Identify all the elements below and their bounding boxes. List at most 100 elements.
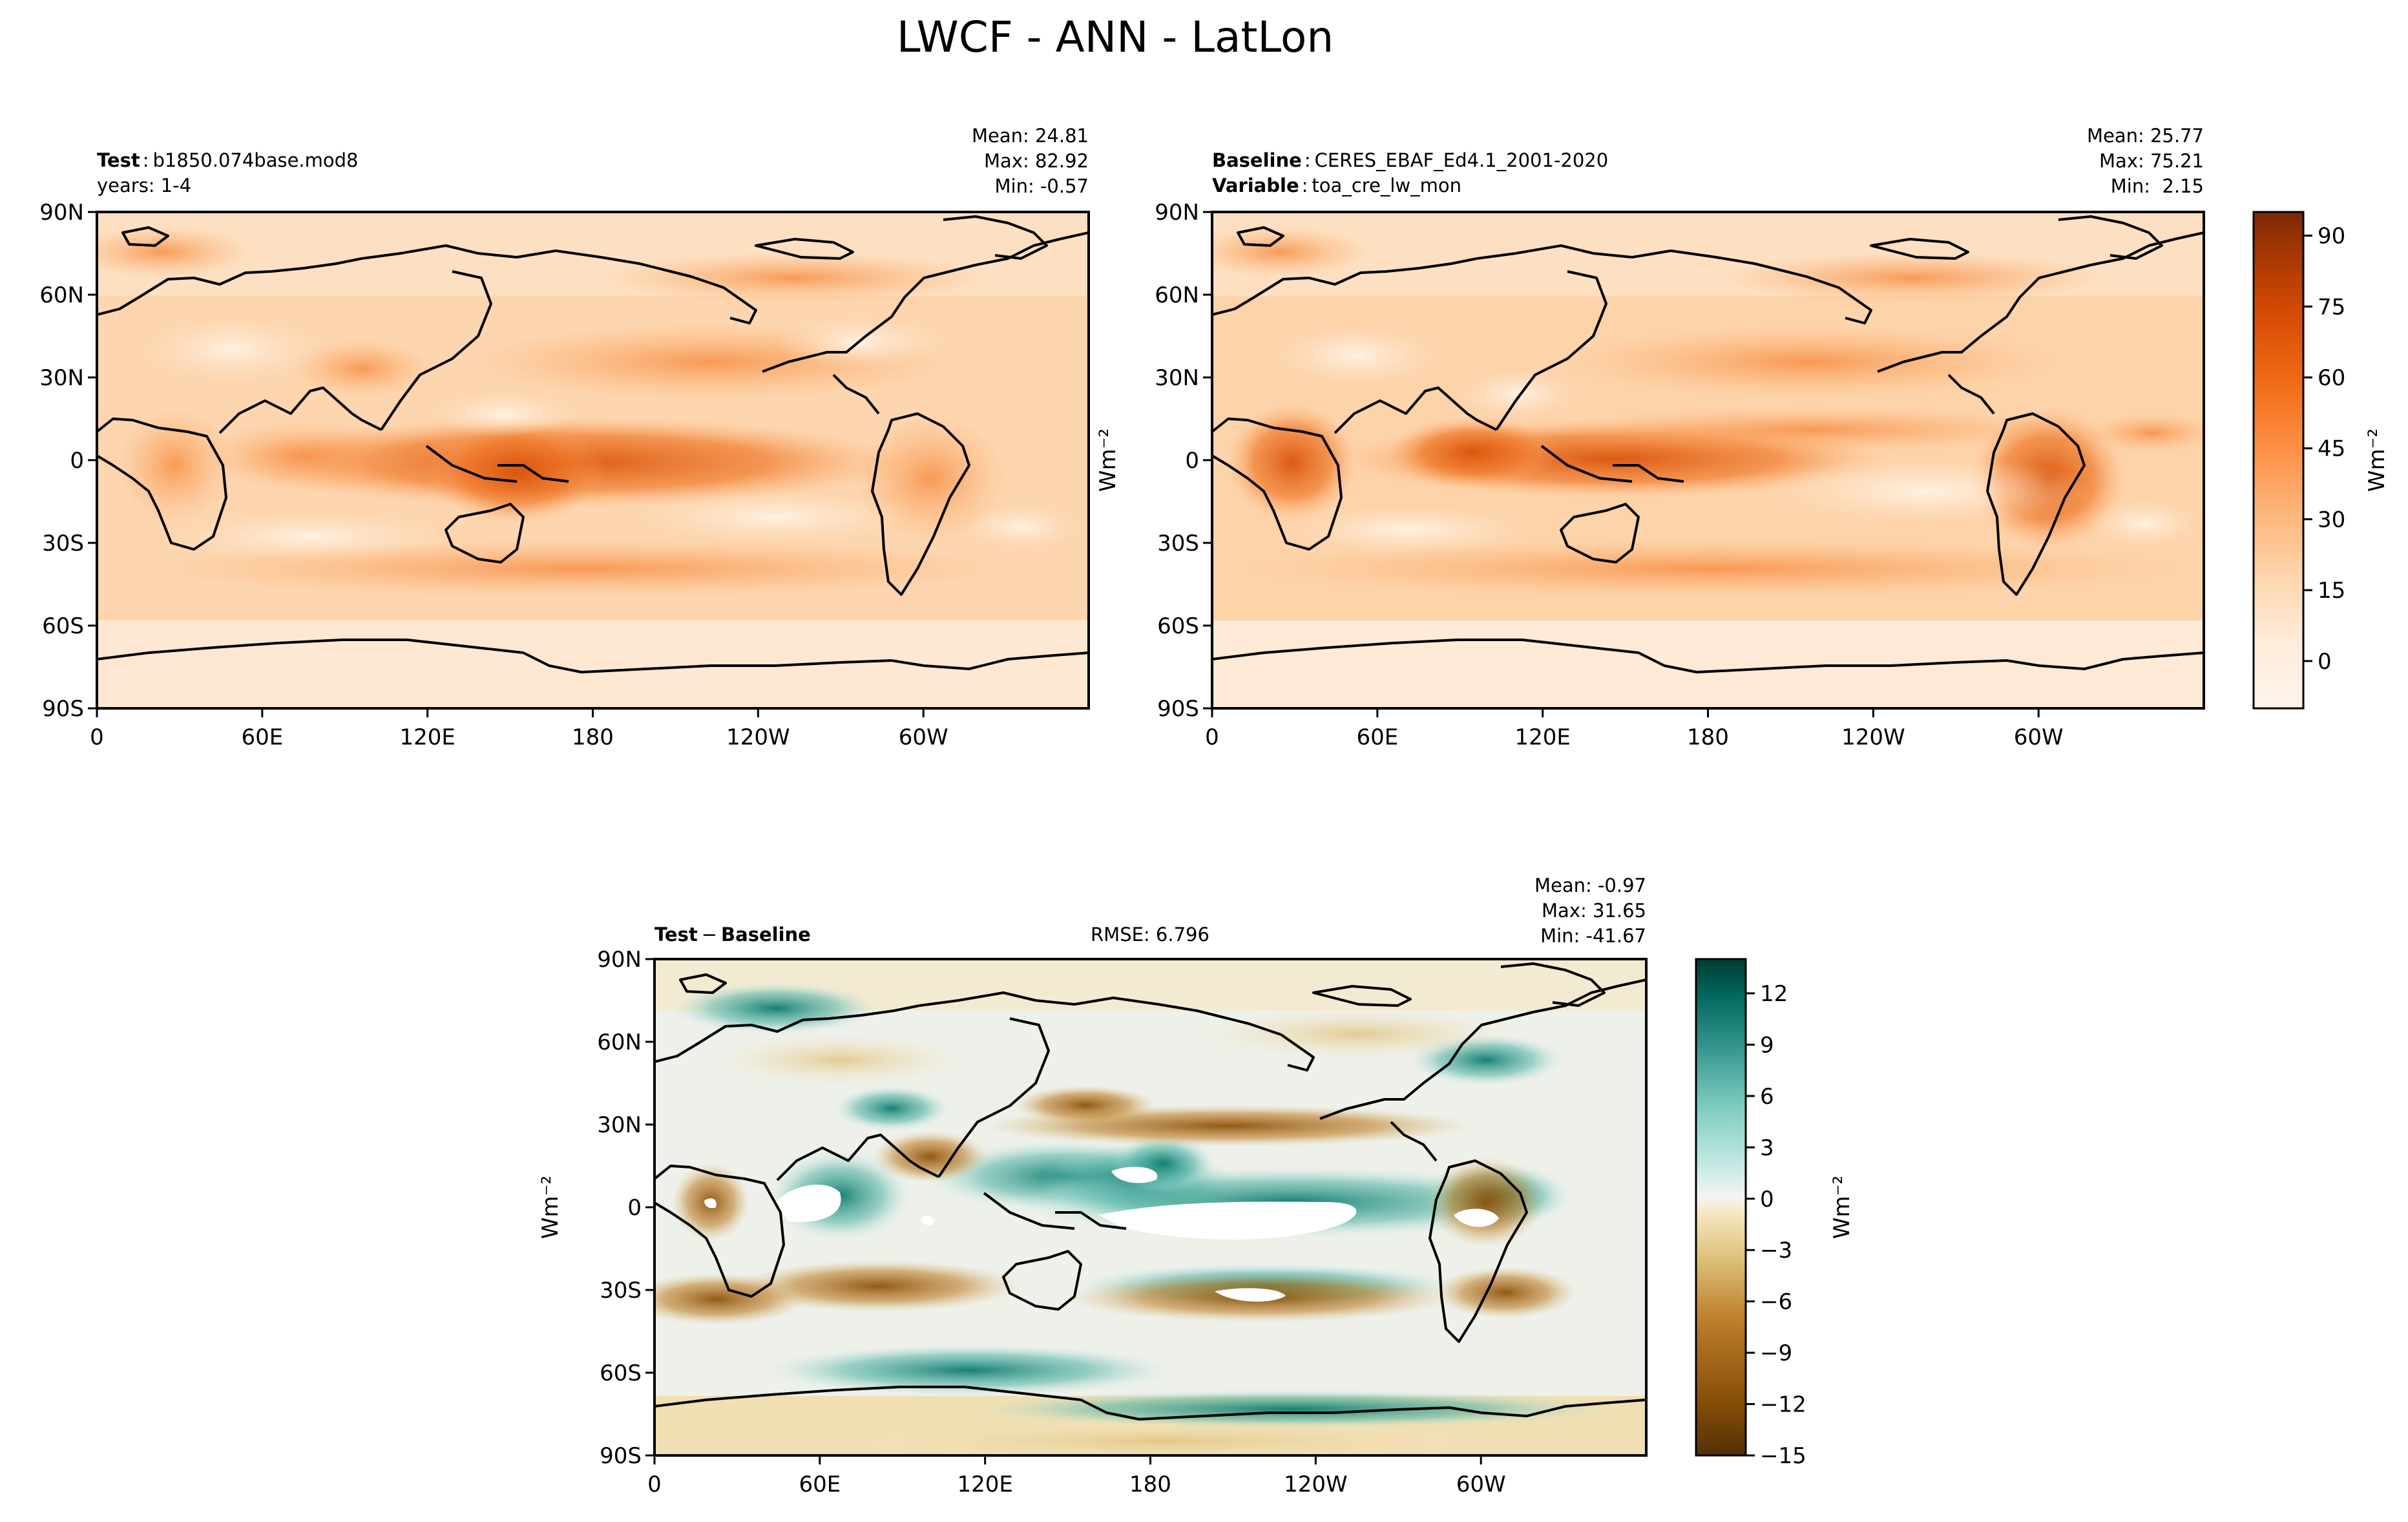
baseline-xtick-label: 120E (1514, 724, 1570, 750)
baseline-colorbar-label: Wm⁻² (2364, 428, 2390, 492)
difference-xtick-label: 180 (1129, 1472, 1171, 1497)
baseline-yticks: 90N 60N 30N 0 30S 60S 90S (1155, 200, 1212, 722)
difference-colorbar-tick-label: −3 (1760, 1238, 1792, 1263)
baseline-xtick-label: 60E (1356, 724, 1398, 750)
baseline-colorbar-tick-label: 0 (2318, 649, 2332, 675)
test-ytick-label: 90N (39, 200, 84, 226)
difference-label: Test − Baseline (654, 924, 811, 946)
test-ytick-label: 60N (39, 282, 84, 308)
test-ylabel: Wm⁻² (1095, 428, 1121, 492)
test-label-bold: Test (97, 149, 140, 171)
baseline-xticks: 0 60E 120E 180 120W 60W (1205, 708, 2064, 750)
figure-title: LWCF - ANN - LatLon (897, 12, 1334, 62)
difference-ytick-label: 60N (597, 1030, 642, 1055)
difference-colorbar-tick-label: −15 (1760, 1443, 1806, 1469)
baseline-ytick-label: 90S (1157, 696, 1199, 722)
difference-xtick-label: 60W (1456, 1472, 1506, 1497)
difference-colorbar-tick-label: −12 (1760, 1392, 1806, 1418)
difference-colorbar-ticks: 12 9 6 3 0 −3 −6 −9 −12 −15 (1746, 981, 1806, 1469)
difference-xtick-label: 120E (957, 1472, 1012, 1497)
baseline-label-value: CERES_EBAF_Ed4.1_2001-2020 (1315, 149, 1609, 171)
baseline-colorbar-tick-label: 45 (2318, 436, 2345, 462)
test-label: Test: b1850.074base.mod8 (97, 149, 359, 171)
difference-colorbar-tick-label: 9 (1760, 1032, 1774, 1058)
test-ytick-label: 30S (42, 531, 84, 556)
test-stat-max: Max: 82.92 (984, 150, 1089, 172)
test-xtick-label: 0 (90, 724, 104, 750)
baseline-colorbar-tick-label: 75 (2318, 294, 2345, 320)
difference-rmse: RMSE: 6.796 (1091, 924, 1209, 946)
baseline-stat-max: Max: 75.21 (2099, 150, 2204, 172)
test-panel: Test: b1850.074base.mod8 years: 1-4 Mean:… (39, 125, 1090, 750)
difference-xtick-label: 60E (799, 1472, 841, 1497)
difference-stat-max: Max: 31.65 (1542, 900, 1646, 922)
difference-colorbar-tick-label: 6 (1760, 1084, 1774, 1110)
difference-colorbar-tick-label: −9 (1760, 1340, 1792, 1366)
difference-xticks: 0 60E 120E 180 120W 60W (647, 1455, 1506, 1497)
difference-colorbar-tick-label: −6 (1760, 1289, 1792, 1315)
baseline-xtick-label: 180 (1687, 724, 1729, 750)
difference-xtick-label: 0 (647, 1472, 662, 1497)
test-xtick-label: 60W (899, 724, 948, 750)
difference-stat-min: Min: -41.67 (1540, 925, 1646, 947)
test-ytick-label: 60S (42, 613, 84, 639)
difference-ytick-label: 60S (600, 1360, 642, 1386)
baseline-map (1212, 212, 2204, 708)
test-xtick-label: 180 (572, 724, 614, 750)
difference-colorbar-tick-label: 0 (1760, 1187, 1774, 1212)
test-map (97, 212, 1089, 708)
baseline-colorbar-tick-label: 60 (2318, 365, 2345, 391)
baseline-ytick-label: 30N (1155, 365, 1199, 391)
difference-ylabel: Wm⁻² (538, 1176, 563, 1239)
test-xticks: 0 60E 120E 180 120W 60W (90, 708, 948, 750)
difference-map (654, 959, 1646, 1455)
baseline-coastlines (1212, 215, 2204, 673)
difference-yticks: 90N 60N 30N 0 30S 60S 90S (597, 947, 654, 1469)
difference-colorbar (1695, 958, 1747, 1457)
baseline-stat-min: Min: 2.15 (2111, 175, 2204, 197)
baseline-xtick-label: 0 (1205, 724, 1219, 750)
baseline-ytick-label: 60S (1157, 613, 1199, 639)
test-ytick-label: 0 (70, 448, 84, 474)
test-stat-mean: Mean: 24.81 (972, 125, 1089, 147)
baseline-colorbar-tick-label: 15 (2318, 578, 2345, 604)
baseline-label-bold: Baseline (1212, 149, 1302, 171)
test-xtick-label: 120E (399, 724, 455, 750)
test-years: years: 1-4 (97, 174, 191, 196)
baseline-xtick-label: 60W (2014, 724, 2064, 750)
difference-stat-mean: Mean: -0.97 (1534, 874, 1646, 896)
baseline-ytick-label: 0 (1185, 448, 1199, 474)
difference-label-baseline: Baseline (721, 924, 811, 946)
test-xtick-label: 120W (726, 724, 790, 750)
difference-colorbar-tick-label: 12 (1760, 981, 1788, 1007)
difference-ytick-label: 90N (597, 947, 642, 973)
difference-ytick-label: 30S (600, 1278, 642, 1304)
difference-ytick-label: 30N (597, 1112, 642, 1138)
baseline-variable: Variable: toa_cre_lw_mon (1212, 174, 1461, 196)
test-yticks: 90N 60N 30N 0 30S 60S 90S (39, 200, 97, 722)
baseline-ytick-label: 30S (1157, 531, 1199, 556)
difference-ytick-label: 0 (627, 1195, 642, 1221)
test-stat-min: Min: -0.57 (995, 175, 1089, 197)
baseline-variable-bold: Variable (1212, 174, 1299, 196)
test-label-value: b1850.074base.mod8 (153, 149, 359, 171)
baseline-ytick-label: 60N (1155, 282, 1199, 308)
baseline-colorbar-ticks: 90 75 60 45 30 15 0 (2303, 224, 2345, 675)
baseline-stat-mean: Mean: 25.77 (2087, 125, 2204, 147)
baseline-colorbar (2252, 211, 2305, 710)
test-xtick-label: 60E (241, 724, 283, 750)
baseline-colorbar-tick-label: 30 (2318, 507, 2345, 533)
difference-coastlines (654, 962, 1646, 1421)
test-ytick-label: 30N (39, 365, 84, 391)
difference-colorbar-tick-label: 3 (1760, 1135, 1774, 1161)
baseline-ytick-label: 90N (1155, 200, 1199, 226)
test-ytick-label: 90S (42, 696, 84, 722)
baseline-xtick-label: 120W (1841, 724, 1905, 750)
difference-ytick-label: 90S (600, 1443, 642, 1469)
baseline-variable-value: toa_cre_lw_mon (1312, 174, 1461, 196)
difference-panel: Test − Baseline RMSE: 6.796 Mean: -0.97 Ma… (538, 874, 1855, 1497)
difference-xtick-label: 120W (1284, 1472, 1348, 1497)
test-coastlines (97, 215, 1089, 673)
baseline-colorbar-tick-label: 90 (2318, 224, 2345, 249)
